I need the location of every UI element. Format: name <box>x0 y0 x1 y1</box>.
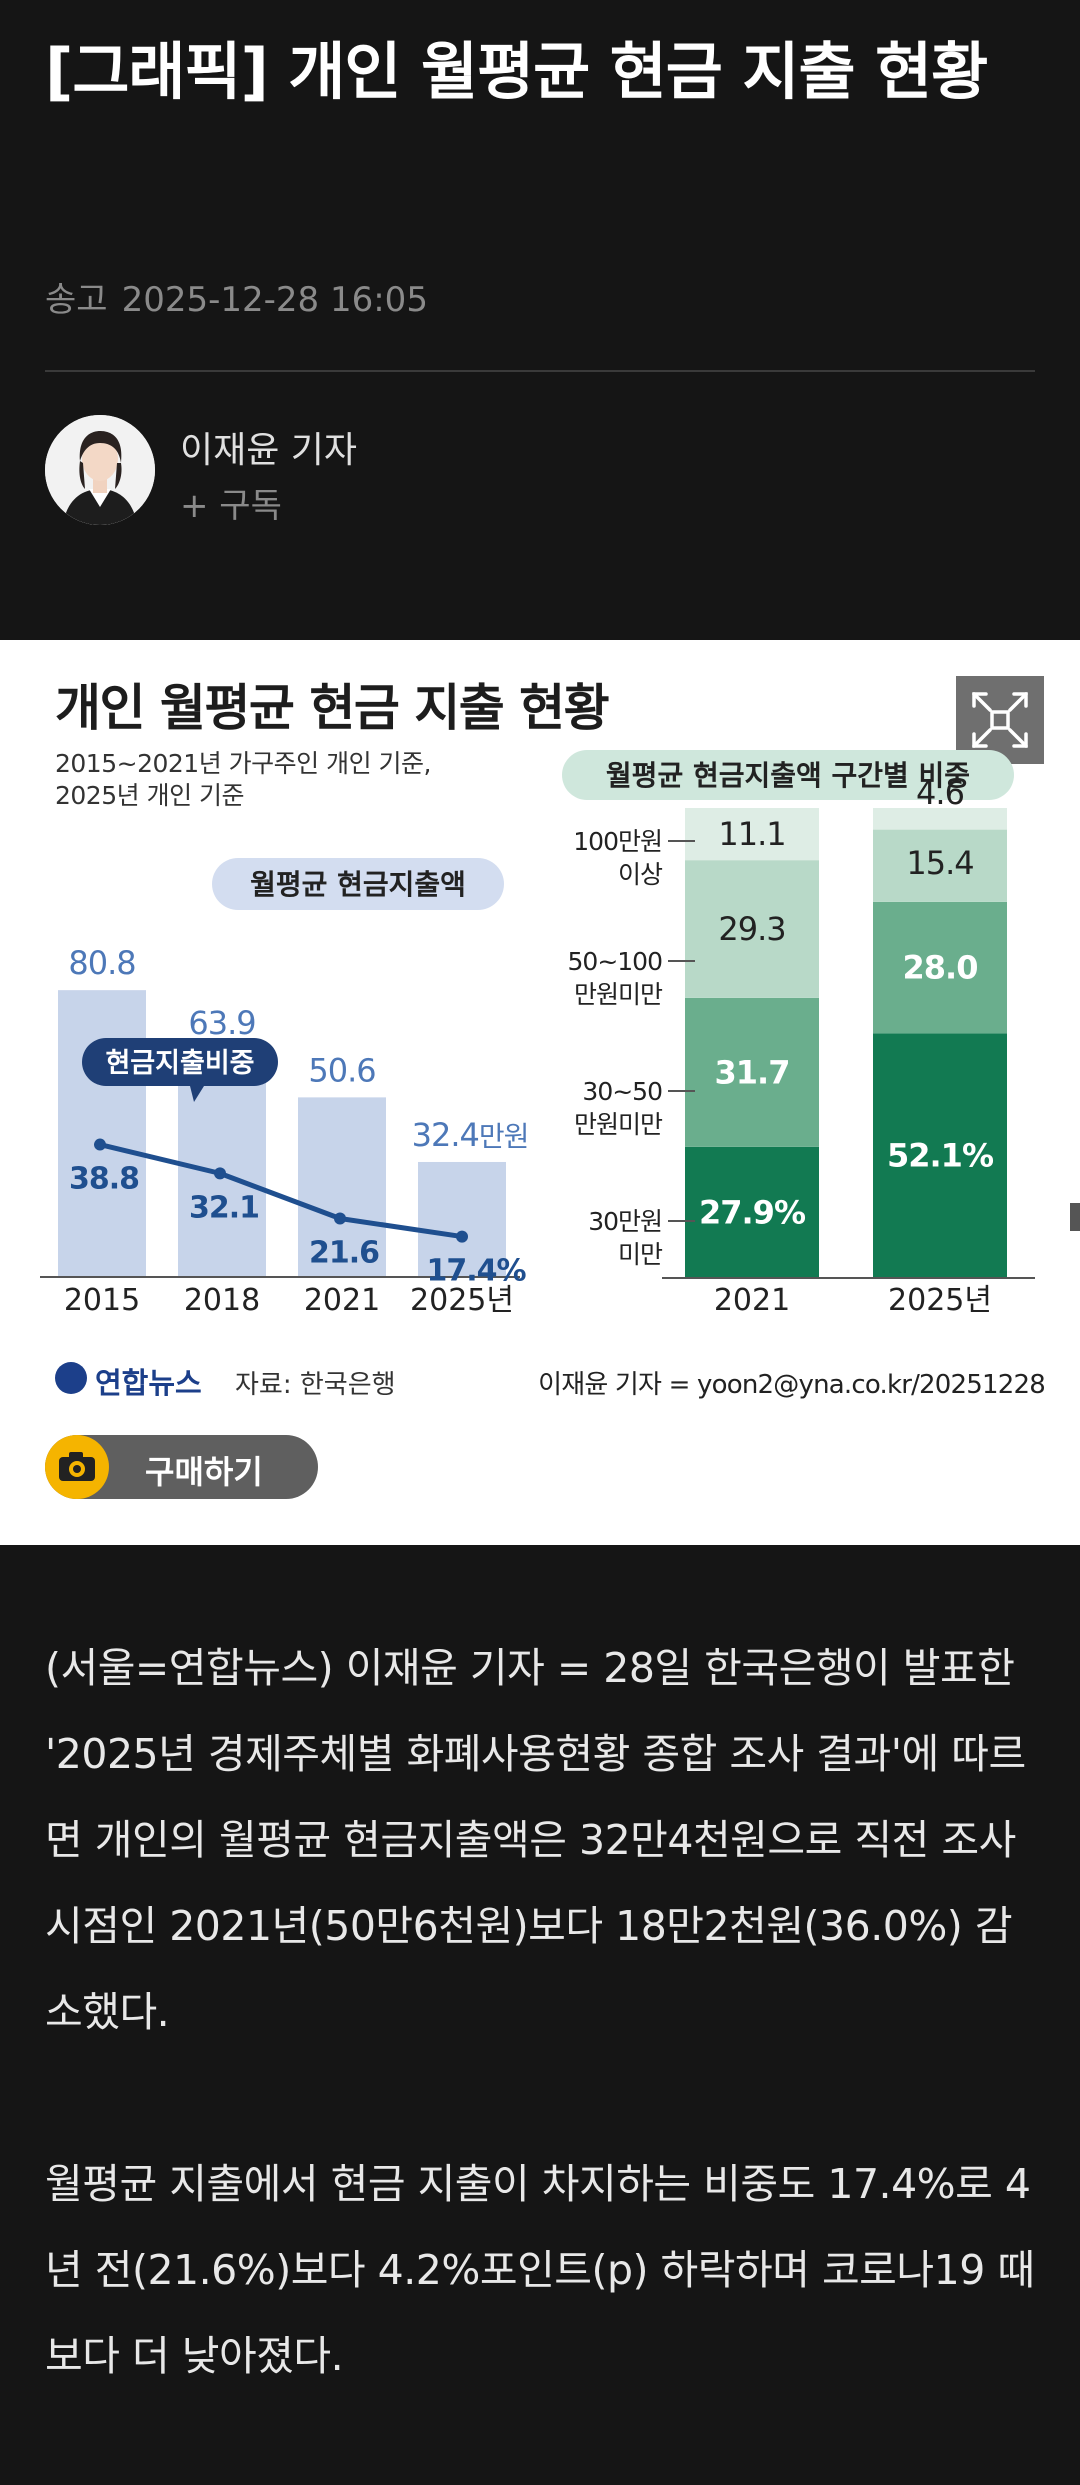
cash-spending-value-label: 80.8 <box>68 944 135 982</box>
article-headline: [그래픽] 개인 월평균 현금 지출 현황 <box>45 35 988 108</box>
subscribe-button[interactable]: + 구독 <box>180 486 282 526</box>
avatar-portrait-icon <box>45 415 155 525</box>
band-label-line-1: 50~100 <box>568 947 663 976</box>
cash-share-value-label: 32.1 <box>189 1190 259 1225</box>
expand-icon <box>972 692 1028 748</box>
cash-share-badge <box>82 1038 278 1086</box>
buy-button[interactable]: 구매하기 <box>45 1435 318 1499</box>
right-chart-title-badge <box>562 750 1014 800</box>
cash-share-line <box>99 1142 463 1240</box>
share-segment-label: 15.4 <box>906 844 973 882</box>
left-chart-title: 월평균 현금지출액 <box>250 868 466 901</box>
cash-share-value-label: 21.6 <box>309 1236 379 1271</box>
share-segment-label: 29.3 <box>718 910 785 948</box>
band-label-line-1: 30만원 <box>588 1207 662 1236</box>
cash-spending-value-label: 63.9 <box>188 1004 255 1042</box>
share-segment-label: 27.9% <box>699 1193 806 1231</box>
header-divider <box>45 370 1035 372</box>
band-label-line-2: 만원미만 <box>574 1110 663 1139</box>
share-segment <box>873 808 1007 830</box>
cash-spending-bar <box>298 1097 386 1277</box>
data-source: 자료: 한국은행 <box>235 1370 396 1400</box>
cash-share-point <box>214 1167 226 1180</box>
buy-button-label: 구매하기 <box>145 1453 263 1491</box>
cash-share-point <box>94 1138 106 1151</box>
cash-share-badge-pointer <box>190 1086 204 1102</box>
share-segment <box>685 1146 819 1278</box>
graphic-subtitle-line-2: 2025년 개인 기준 <box>55 781 245 810</box>
publish-date-value: 2025-12-28 16:05 <box>121 280 428 320</box>
left-x-tick-label: 2025년 <box>410 1283 514 1318</box>
band-label-line-1: 100만원 <box>573 827 662 856</box>
cash-share-series-name: 현금지출비중 <box>105 1048 254 1079</box>
right-chart-title: 월평균 현금지출액 구간별 비중 <box>606 759 970 792</box>
band-label-line-2: 이상 <box>618 860 663 889</box>
graphic-subtitle: 2015~2021년 가구주인 개인 기준, 2025년 개인 기준 <box>55 748 431 812</box>
author-block[interactable]: 이재윤 기자 + 구독 <box>45 415 645 527</box>
cash-share-value-label: 38.8 <box>69 1162 139 1197</box>
share-segment-label: 52.1% <box>887 1137 994 1175</box>
expand-button[interactable] <box>956 676 1044 764</box>
graphic-title: 개인 월평균 현금 지출 현황 <box>55 679 610 737</box>
cash-spending-bar <box>58 990 146 1277</box>
left-x-tick-label: 2021 <box>304 1283 380 1318</box>
left-chart-title-badge <box>212 858 504 910</box>
article-body: (서울=연합뉴스) 이재윤 기자 = 28일 한국은행이 발표한 '2025년 … <box>45 1625 1045 2485</box>
camera-icon <box>45 1435 109 1499</box>
cash-spending-bar <box>418 1161 506 1277</box>
publish-date: 송고 2025-12-28 16:05 <box>45 272 442 321</box>
band-label-line-2: 미만 <box>618 1240 663 1269</box>
cash-spending-value-label: 50.6 <box>308 1051 375 1089</box>
cash-share-point <box>334 1212 346 1225</box>
graphic-credit: 이재윤 기자 = yoon2@yna.co.kr/20251228 <box>538 1370 1046 1400</box>
share-segment <box>685 860 819 998</box>
share-segment <box>685 997 819 1147</box>
publish-date-label: 송고 <box>45 280 108 320</box>
graphic-source-line: 연합뉴스 자료: 한국은행 이재윤 기자 = yoon2@yna.co.kr/2… <box>55 1360 1046 1400</box>
yonhap-logo-icon <box>55 1362 87 1394</box>
graphic-subtitle-line-1: 2015~2021년 가구주인 개인 기준, <box>55 749 431 778</box>
share-segment-label: 11.1 <box>718 815 785 853</box>
charts-canvas: 월평균 현금지출액 80.8 2015 63.9 2018 50.6 2021 32.4만원 2… <box>40 750 1035 1318</box>
cash-share-point <box>456 1230 468 1243</box>
share-segment-label: 4.6 <box>916 774 964 812</box>
share-segment-label: 28.0 <box>903 949 978 987</box>
author-name[interactable]: 이재윤 기자 <box>180 430 358 471</box>
share-segment-label: 31.7 <box>715 1053 790 1091</box>
left-x-tick-label: 2015 <box>64 1283 140 1318</box>
infographic[interactable]: 개인 월평균 현금 지출 현황 2015~2021년 가구주인 개인 기준, 2… <box>0 640 1080 1545</box>
cash-spending-value-label: 32.4만원 <box>412 1116 529 1154</box>
side-scroll-tab[interactable] <box>1070 1203 1080 1231</box>
band-label-line-2: 만원미만 <box>574 980 663 1009</box>
share-segment <box>685 808 819 861</box>
body-paragraph-1: (서울=연합뉴스) 이재윤 기자 = 28일 한국은행이 발표한 '2025년 … <box>45 1644 1026 2036</box>
share-segment <box>873 901 1007 1034</box>
share-segment <box>873 829 1007 902</box>
author-avatar[interactable] <box>45 415 155 525</box>
right-x-tick-label: 2021 <box>714 1283 790 1318</box>
share-segment <box>873 1033 1007 1278</box>
value-unit-suffix: 만원 <box>479 1120 529 1153</box>
band-label-line-1: 30~50 <box>582 1077 662 1106</box>
body-paragraph-2: 월평균 지출에서 현금 지출이 차지하는 비중도 17.4%로 4년 전(21.… <box>45 2160 1035 2380</box>
right-x-tick-label: 2025년 <box>888 1283 992 1318</box>
left-x-tick-label: 2018 <box>184 1283 260 1318</box>
brand-name: 연합뉴스 <box>95 1366 202 1400</box>
cash-share-value-label: 17.4% <box>426 1254 526 1289</box>
